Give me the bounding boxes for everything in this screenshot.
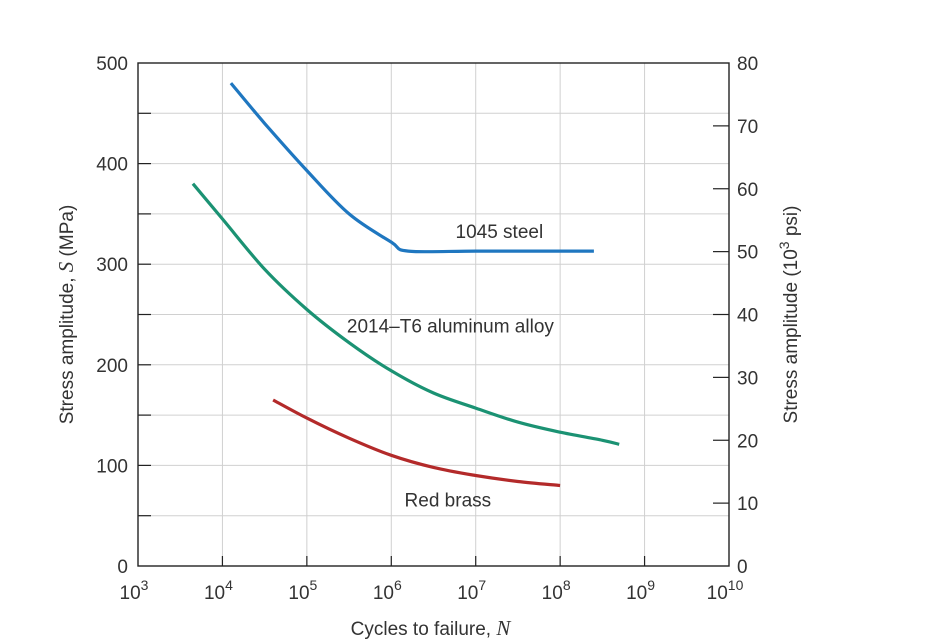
x-tick-exponent: 10 [728, 577, 744, 593]
series-annotation: 2014–T6 aluminum alloy [347, 317, 555, 338]
series-line-1045-steel [229, 82, 594, 254]
x-tick-base: 10 [120, 583, 141, 604]
x-tick-exponent: 6 [394, 577, 402, 593]
annotations: 1045 steel 2014–T6 aluminum alloy Red bras… [347, 222, 555, 512]
x-tick-base: 10 [288, 583, 309, 604]
x-tick-label: 108 [542, 577, 571, 604]
x-axis-ticks: 103 104 105 106 107 108 109 1010 [120, 556, 744, 604]
gridlines [138, 63, 729, 566]
y-right-tick-label: 20 [737, 431, 758, 452]
x-tick-label: 104 [204, 577, 233, 604]
x-axis-title: Cycles to failure, N [351, 616, 512, 640]
y-right-tick-label: 60 [737, 180, 758, 201]
x-tick-label: 109 [626, 577, 655, 604]
x-tick-base: 10 [707, 583, 728, 604]
y-axis-title: Stress amplitude, S (MPa) [54, 205, 78, 425]
y-right-tick-label: 40 [737, 306, 758, 327]
x-tick-label: 107 [457, 577, 486, 604]
series-annotation: Red brass [405, 491, 492, 512]
y-tick-label: 300 [96, 255, 128, 276]
series-line-2014-t6-aluminum-alloy [191, 182, 620, 446]
series-lines [191, 82, 620, 488]
x-tick-base: 10 [626, 583, 647, 604]
x-tick-exponent: 4 [225, 577, 233, 593]
y-tick-label: 500 [96, 54, 128, 75]
x-tick-exponent: 3 [141, 577, 149, 593]
y-right-tick-label: 80 [737, 54, 758, 75]
x-tick-base: 10 [373, 583, 394, 604]
left-axis-ticks: 0 100 200 300 400 500 [96, 54, 151, 578]
series-line-red-brass [272, 398, 561, 488]
y-right-tick-label: 0 [737, 557, 748, 578]
x-tick-label: 106 [373, 577, 402, 604]
x-tick-base: 10 [542, 583, 563, 604]
x-tick-label: 105 [288, 577, 317, 604]
x-tick-exponent: 8 [563, 577, 571, 593]
y-right-tick-label: 10 [737, 494, 758, 515]
x-tick-base: 10 [204, 583, 225, 604]
x-tick-exponent: 7 [478, 577, 486, 593]
x-tick-label: 1010 [707, 577, 744, 604]
y-right-axis-title: Stress amplitude (103 psi) [776, 206, 802, 424]
y-right-tick-label: 50 [737, 243, 758, 264]
y-right-tick-label: 30 [737, 368, 758, 389]
y-right-tick-label: 70 [737, 117, 758, 138]
series-annotation: 1045 steel [456, 222, 544, 243]
y-tick-label: 100 [96, 456, 128, 477]
right-axis-ticks: 0 10 20 30 40 50 60 70 80 [713, 54, 758, 578]
x-tick-base: 10 [457, 583, 478, 604]
y-tick-label: 200 [96, 356, 128, 377]
x-tick-label: 103 [120, 577, 149, 604]
x-tick-exponent: 5 [310, 577, 318, 593]
y-tick-label: 400 [96, 155, 128, 176]
y-tick-label: 0 [117, 557, 128, 578]
x-tick-exponent: 9 [647, 577, 655, 593]
